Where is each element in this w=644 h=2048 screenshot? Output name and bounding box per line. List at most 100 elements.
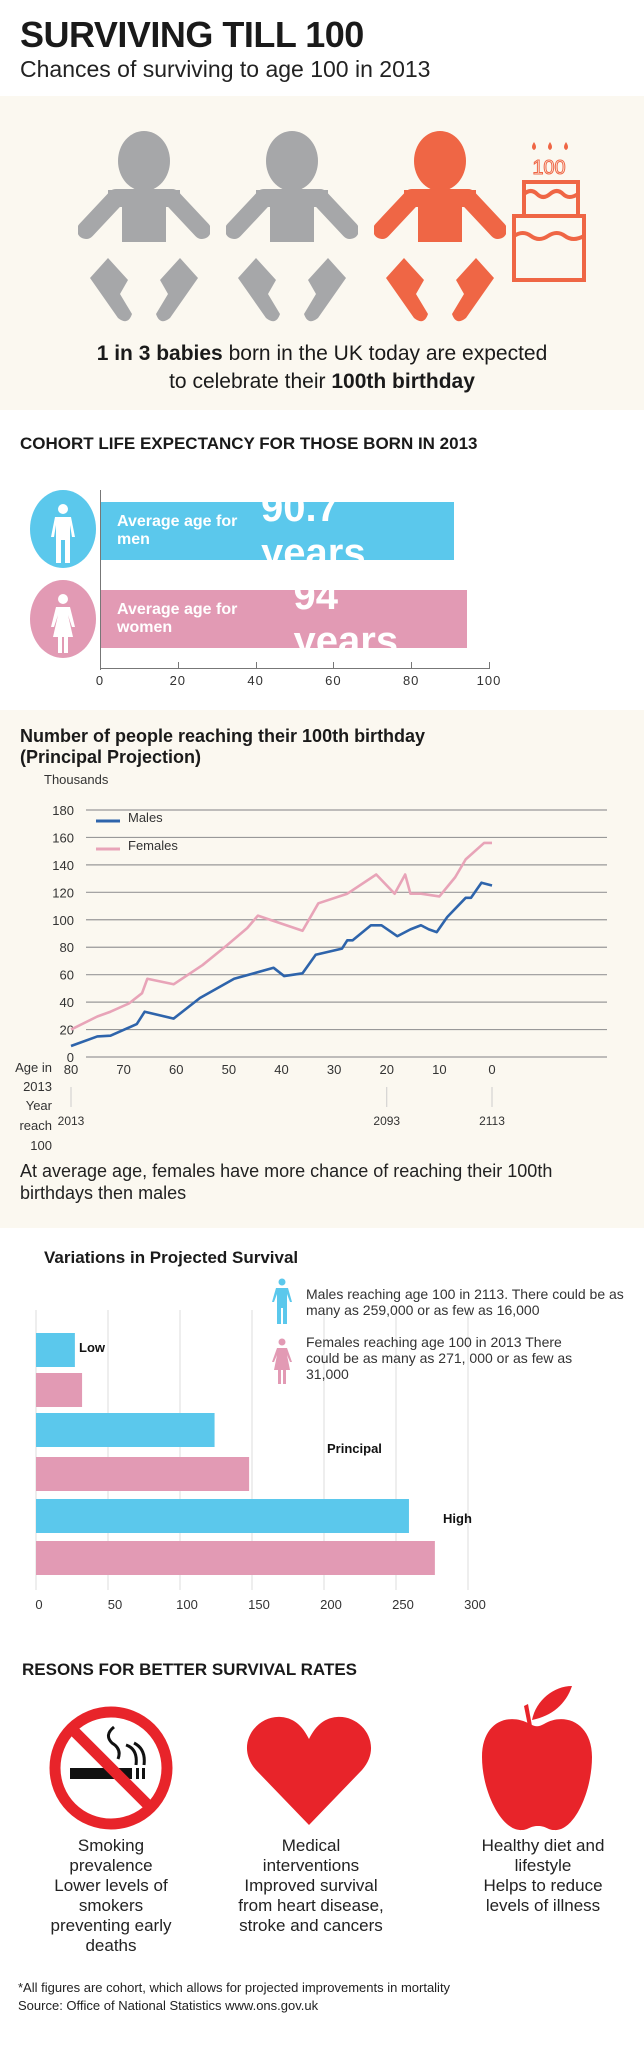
x2-tick-label: 2113 xyxy=(479,1114,505,1128)
x-tick-label: 60 xyxy=(169,1062,183,1077)
reason-text: deaths xyxy=(85,1936,137,1955)
y-tick-label: 100 xyxy=(52,913,74,928)
line-chart-title-line: (Principal Projection) xyxy=(20,747,202,767)
female-icon xyxy=(51,594,75,653)
reason-text: Healthy diet and xyxy=(481,1836,605,1855)
y-tick-label: 160 xyxy=(52,830,74,845)
category-label: Principal xyxy=(327,1441,382,1456)
bar-value-label: 90.7 years xyxy=(261,486,366,575)
line-chart-title-line: Number of people reaching their 100th bi… xyxy=(20,726,426,746)
axis-tick-label: 0 xyxy=(95,673,105,688)
male-icon xyxy=(272,1278,292,1324)
male-icon xyxy=(51,504,75,563)
x-tick-label: 70 xyxy=(116,1062,130,1077)
reason-text: interventions xyxy=(262,1856,360,1875)
x-tick-label: 100 xyxy=(176,1597,198,1612)
axis-tick-label: 80 xyxy=(402,673,420,688)
x2-axis-label: Year reach 100 xyxy=(19,1098,52,1153)
babies-panel xyxy=(0,96,644,410)
reason-text: preventing early xyxy=(50,1916,172,1935)
axis-tick xyxy=(100,662,101,668)
bar-women: Average age for women 94 years xyxy=(101,574,467,663)
baby-icon xyxy=(78,131,210,322)
reason-text: smokers xyxy=(78,1896,144,1915)
y-tick-label: 80 xyxy=(60,940,74,955)
page-subtitle: Chances of surviving to age 100 in 2013 xyxy=(20,56,431,82)
reason-text: levels of illness xyxy=(485,1896,601,1915)
caption-bold: 100th birthday xyxy=(331,370,475,393)
bar-males-high xyxy=(36,1499,409,1533)
axis-tick-label: 60 xyxy=(325,673,342,688)
bar-value-label: 94 years xyxy=(293,574,399,663)
babies-caption: 1 in 3 babies born in the UK today are e… xyxy=(0,340,644,396)
x-tick-label: 20 xyxy=(380,1062,394,1077)
bar-females-principal xyxy=(36,1457,250,1491)
life-axis-line xyxy=(100,668,490,669)
axis-tick xyxy=(333,662,335,668)
x-tick-label: 250 xyxy=(392,1597,414,1612)
y-tick-label: 60 xyxy=(60,968,74,983)
x-tick-label: 300 xyxy=(464,1597,486,1612)
x-tick-label: 0 xyxy=(488,1062,495,1077)
category-label: High xyxy=(443,1511,472,1526)
bar-men: Average age for men 90.7 years xyxy=(101,486,454,575)
bar-males-principal xyxy=(36,1413,215,1447)
x-tick-label: 50 xyxy=(108,1597,122,1612)
line-chart-note: At average age, females have more chance… xyxy=(20,1161,553,1203)
x-tick-label: 40 xyxy=(274,1062,288,1077)
caption-text: born in the UK today are expected xyxy=(222,342,548,365)
legend-label: Males xyxy=(128,810,163,825)
y-tick-label: 0 xyxy=(67,1050,74,1065)
page-title: SURVIVING TILL 100 xyxy=(20,14,364,55)
bar-males-low xyxy=(36,1333,75,1367)
female-icon xyxy=(272,1338,292,1384)
y-tick-label: 120 xyxy=(52,885,74,900)
axis-tick xyxy=(411,662,413,668)
caption-bold: 1 in 3 babies xyxy=(96,342,223,365)
reason-text: Helps to reduce xyxy=(483,1876,603,1895)
baby-icon xyxy=(374,131,506,322)
bar-label: Average age for men xyxy=(117,513,238,548)
y-tick-label: 180 xyxy=(52,803,74,818)
axis-tick xyxy=(177,662,179,668)
axis-tick xyxy=(255,662,257,668)
reason-item: Healthy diet and lifestyle Helps to reduce… xyxy=(448,1836,638,1916)
reason-text: lifestyle xyxy=(514,1856,572,1875)
bar-females-low xyxy=(36,1373,83,1407)
line-chart-title: Number of people reaching their 100th bi… xyxy=(20,726,425,768)
bar-label: Average age for women xyxy=(117,601,238,636)
x-tick-label: 200 xyxy=(320,1597,342,1612)
axis-tick-label: 20 xyxy=(169,673,187,688)
reason-item: Medical interventions Improved survival fro… xyxy=(216,1836,406,1936)
no-smoking-icon xyxy=(49,1706,173,1830)
x-tick-label: 0 xyxy=(35,1597,42,1612)
baby-icon xyxy=(226,131,358,322)
x2-tick-label: 2013 xyxy=(58,1114,85,1128)
y-tick-label: 140 xyxy=(52,858,74,873)
y-axis-label: Thousands xyxy=(44,772,109,787)
bar-females-high xyxy=(36,1541,435,1575)
variations-title: Variations in Projected Survival xyxy=(44,1248,299,1267)
svg-text:100: 100 xyxy=(532,157,565,179)
life-expectancy-title: COHORT LIFE EXPECTANCY FOR THOSE BORN IN… xyxy=(20,434,478,453)
axis-tick-label: 40 xyxy=(247,673,264,688)
reasons-title: RESONS FOR BETTER SURVIVAL RATES xyxy=(22,1660,358,1679)
reason-text: Medical xyxy=(281,1836,341,1855)
reason-text: stroke and cancers xyxy=(239,1916,383,1935)
x-tick-label: 150 xyxy=(248,1597,270,1612)
line-chart-panel xyxy=(0,710,644,1228)
legend-males: Males reaching age 100 in 2113. There co… xyxy=(306,1286,624,1318)
axis-tick xyxy=(489,662,490,668)
female-icon-badge xyxy=(30,580,96,658)
series-line-females xyxy=(70,841,492,1031)
y-tick-label: 40 xyxy=(60,995,74,1010)
reason-text: prevalence xyxy=(69,1856,153,1875)
birthday-cake-100-icon: 100 xyxy=(512,142,586,282)
reason-text: Smoking xyxy=(77,1836,145,1855)
male-icon-badge xyxy=(30,490,96,568)
legend-females: Females reaching age 100 in 2013 There c… xyxy=(306,1334,573,1382)
x2-tick-label: 2093 xyxy=(373,1114,400,1128)
source: Source: Office of National Statistics ww… xyxy=(18,1998,319,2013)
x-axis-label: Age in 2013 xyxy=(15,1060,52,1094)
